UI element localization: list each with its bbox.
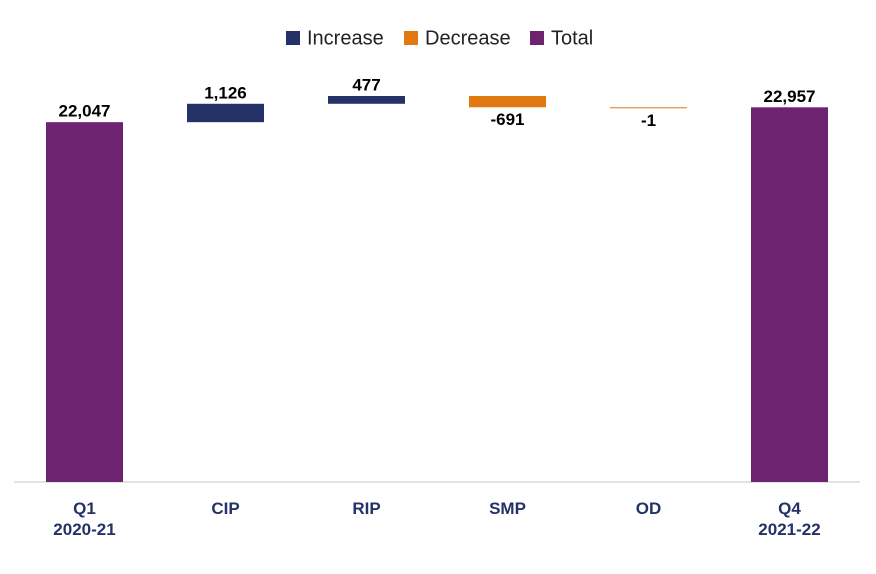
x-tick-label: RIP — [352, 499, 381, 518]
bar — [46, 122, 123, 482]
value-label: 22,047 — [59, 102, 111, 121]
x-tick-label: OD — [635, 499, 662, 518]
x-tick-label: Q4 2021-22 — [758, 499, 821, 539]
legend-swatch — [530, 31, 544, 45]
bar — [328, 96, 405, 104]
bar — [610, 107, 687, 109]
x-tick-label: CIP — [211, 499, 240, 518]
legend-label: Decrease — [425, 27, 511, 49]
value-label: 22,957 — [764, 87, 816, 106]
legend-swatch — [404, 31, 418, 45]
bar — [751, 107, 828, 482]
legend-label: Total — [551, 27, 593, 49]
bar — [187, 103, 264, 123]
x-tick-label: Q1 2020-21 — [53, 499, 116, 539]
x-tick-label: SMP — [489, 499, 526, 518]
value-label: -691 — [490, 110, 524, 129]
value-label: 477 — [352, 75, 380, 94]
legend-label: Increase — [307, 27, 384, 49]
legend-swatch — [286, 31, 300, 45]
bar — [469, 96, 546, 108]
value-label: -1 — [641, 111, 656, 130]
value-label: 1,126 — [204, 83, 247, 102]
